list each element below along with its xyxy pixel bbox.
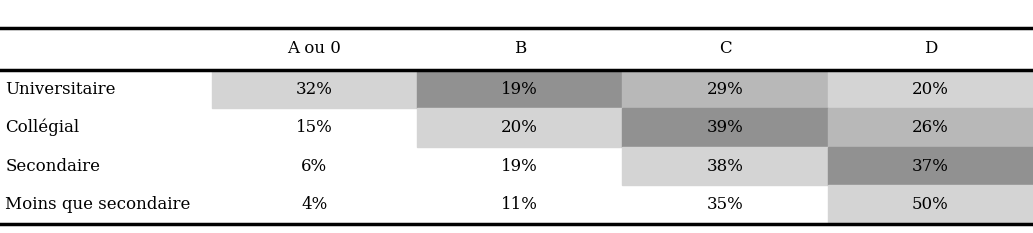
- Bar: [827, 70, 1033, 108]
- Text: 37%: 37%: [912, 158, 948, 175]
- Text: 20%: 20%: [501, 119, 538, 136]
- Bar: [622, 147, 827, 185]
- Bar: [417, 108, 622, 147]
- Text: Secondaire: Secondaire: [5, 158, 100, 175]
- Bar: [827, 185, 1033, 224]
- Text: 38%: 38%: [707, 158, 744, 175]
- Text: D: D: [924, 41, 937, 57]
- Text: Universitaire: Universitaire: [5, 81, 116, 98]
- Bar: [212, 70, 417, 108]
- Text: C: C: [719, 41, 731, 57]
- Text: 26%: 26%: [912, 119, 948, 136]
- Text: 20%: 20%: [912, 81, 948, 98]
- Text: 39%: 39%: [707, 119, 744, 136]
- Text: 15%: 15%: [296, 119, 333, 136]
- Text: Collégial: Collégial: [5, 119, 80, 136]
- Text: 4%: 4%: [302, 196, 327, 213]
- Bar: [622, 70, 827, 108]
- Text: A ou 0: A ou 0: [287, 41, 341, 57]
- Text: 32%: 32%: [296, 81, 333, 98]
- Text: B: B: [513, 41, 526, 57]
- Text: Moins que secondaire: Moins que secondaire: [5, 196, 190, 213]
- Text: 11%: 11%: [501, 196, 538, 213]
- Bar: [827, 108, 1033, 147]
- Bar: [417, 70, 622, 108]
- Text: 35%: 35%: [707, 196, 744, 213]
- Text: 19%: 19%: [501, 81, 538, 98]
- Bar: [622, 108, 827, 147]
- Text: 6%: 6%: [302, 158, 327, 175]
- Text: 29%: 29%: [707, 81, 744, 98]
- Text: 50%: 50%: [912, 196, 948, 213]
- Bar: [827, 147, 1033, 185]
- Text: 19%: 19%: [501, 158, 538, 175]
